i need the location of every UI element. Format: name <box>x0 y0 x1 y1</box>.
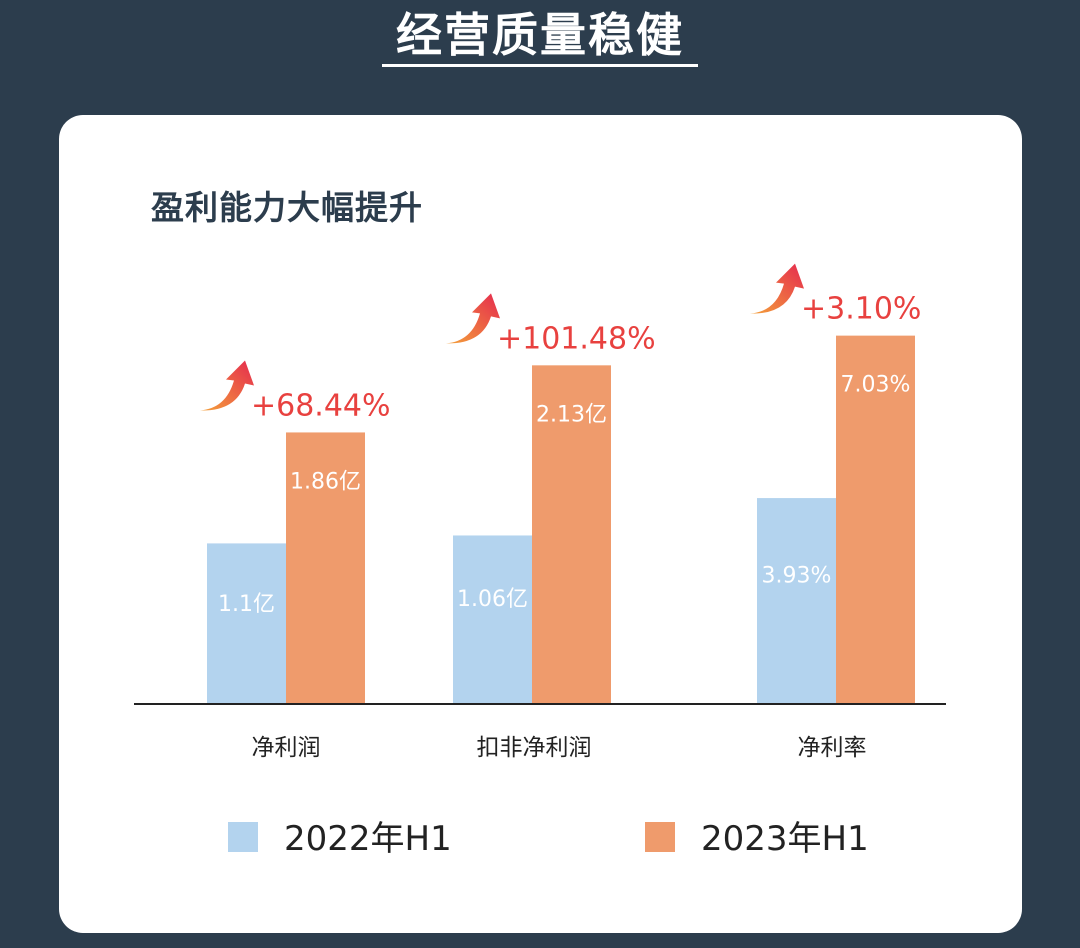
bar-value-label: 1.86亿 <box>290 469 361 494</box>
chart-title: 盈利能力大幅提升 <box>151 188 423 227</box>
growth-label: +68.44% <box>251 388 391 423</box>
bar-2023-0 <box>286 432 365 704</box>
bar-2022-2 <box>757 498 836 704</box>
bar-2022-0 <box>207 543 286 704</box>
growth-label: +101.48% <box>497 321 656 356</box>
bar-value-label: 1.06亿 <box>457 587 528 612</box>
legend-label: 2022年H1 <box>284 819 452 859</box>
growth-arrow-icon <box>446 293 500 344</box>
growth-label: +3.10% <box>801 292 921 327</box>
bar-value-label: 2.13亿 <box>536 402 607 427</box>
bar-value-label: 7.03% <box>841 373 911 398</box>
growth-arrow-icon <box>200 360 254 411</box>
bar-value-label: 3.93% <box>762 563 832 588</box>
bar-value-label: 1.1亿 <box>218 592 275 617</box>
bar-2022-1 <box>453 535 532 704</box>
bar-2023-1 <box>532 365 611 704</box>
bar-2023-2 <box>836 335 915 704</box>
title-underline <box>382 64 698 67</box>
page-title: 经营质量稳健 <box>396 8 684 62</box>
category-label: 扣非净利润 <box>477 735 592 761</box>
category-label: 净利率 <box>798 735 867 761</box>
category-label: 净利润 <box>252 735 321 761</box>
legend-swatch <box>645 822 675 852</box>
growth-arrow-icon <box>750 263 804 314</box>
legend-label: 2023年H1 <box>701 819 869 859</box>
legend-swatch <box>228 822 258 852</box>
